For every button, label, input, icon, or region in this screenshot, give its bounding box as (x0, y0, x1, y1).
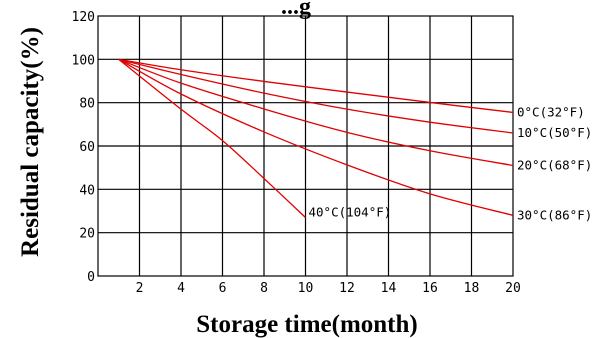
x-tick-label: 14 (381, 281, 397, 296)
grid-layer (97, 15, 514, 277)
y-axis-title: Residual capacity(%) (17, 27, 44, 257)
series-line-1 (118, 58, 514, 134)
y-tick-label: 60 (79, 140, 95, 155)
series-labels: 0°C(32°F) 10°C(50°F) 20°C(68°F) 30°C(86°F) 4… (309, 104, 593, 222)
y-tick-label: 20 (79, 227, 95, 242)
curve-layer (118, 58, 514, 218)
series-line-4 (118, 58, 306, 218)
y-tick-label: 80 (79, 97, 95, 112)
x-tick-label: 6 (219, 281, 227, 296)
x-tick-label: 2 (136, 281, 144, 296)
chart-title: ...g (281, 0, 311, 20)
x-tick-label: 16 (422, 281, 438, 296)
series-line-2 (118, 58, 514, 167)
series-label-1: 10°C(50°F) (517, 125, 592, 140)
y-tick-label: 120 (72, 10, 95, 25)
y-tick-label: 100 (72, 53, 95, 68)
y-tick-label: 40 (79, 183, 95, 198)
series-label-0: 0°C(32°F) (517, 104, 585, 119)
tick-labels: 2 4 6 8 10 12 14 16 18 20 0 20 40 60 80 100 120 (72, 10, 521, 296)
x-tick-label: 4 (177, 281, 185, 296)
series-label-4: 40°C(104°F) (309, 205, 392, 220)
series-line-0 (118, 58, 514, 114)
x-tick-label: 20 (505, 281, 521, 296)
series-label-2: 20°C(68°F) (517, 158, 592, 173)
x-tick-label: 18 (464, 281, 480, 296)
x-axis-title: Storage time(month) (196, 311, 417, 338)
y-tick-label: 0 (87, 270, 95, 285)
x-tick-label: 12 (339, 281, 355, 296)
series-line-3 (118, 58, 514, 216)
x-tick-label: 10 (298, 281, 314, 296)
series-label-3: 30°C(86°F) (517, 207, 592, 222)
x-tick-label: 8 (260, 281, 268, 296)
